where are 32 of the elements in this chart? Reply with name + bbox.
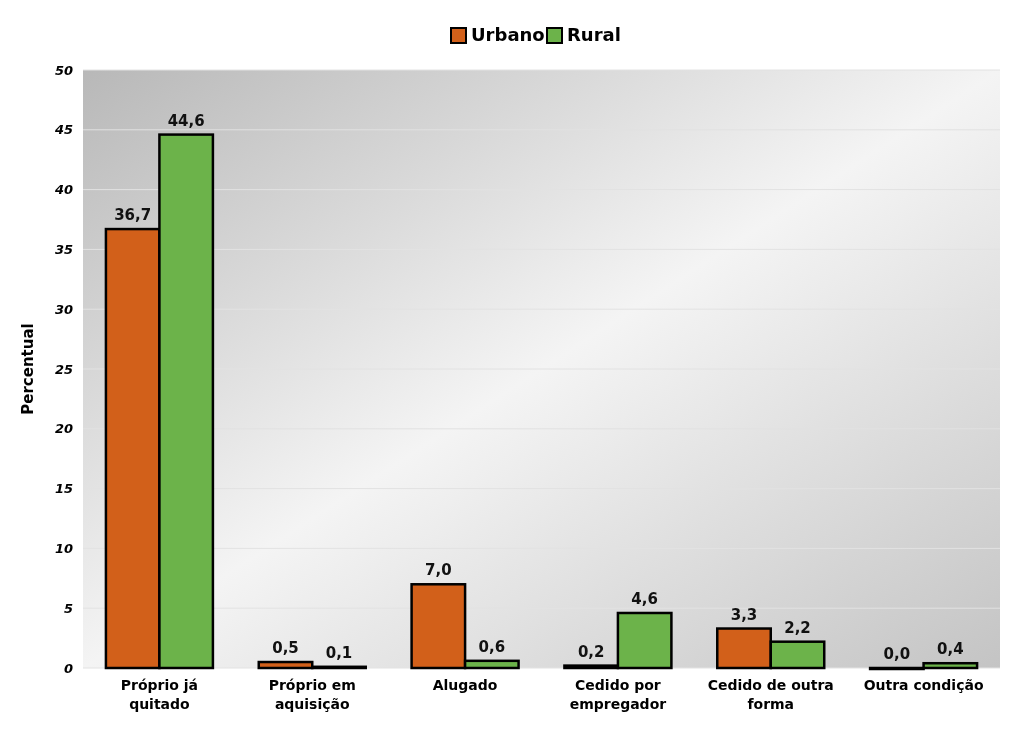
y-tick-label: 45	[53, 122, 73, 138]
x-tick-label: Próprio já quitado	[120, 677, 199, 712]
data-label: 0,0	[883, 645, 911, 663]
y-tick-label: 5	[63, 600, 73, 616]
y-tick-label: 40	[53, 182, 73, 198]
data-label: 0,1	[325, 643, 353, 662]
x-tick-label: Cedido por empregador	[569, 677, 667, 712]
y-axis-title: Percentual	[19, 323, 37, 415]
data-label: 0,2	[577, 642, 605, 661]
data-label: 4,6	[631, 589, 658, 608]
data-label: 0,5	[272, 639, 299, 658]
data-label: 44,6	[167, 111, 205, 130]
y-tick-label: 10	[54, 540, 73, 556]
legend-label: Rural	[567, 24, 621, 45]
data-label: 36,7	[114, 206, 152, 225]
y-tick-label: 35	[54, 241, 73, 257]
y-tick-label: 20	[54, 421, 73, 437]
y-tick-label: 15	[54, 481, 73, 497]
y-tick-label: 50	[54, 62, 73, 78]
x-tick-label: Alugado	[432, 677, 498, 693]
data-label: 3,3	[730, 605, 758, 624]
y-tick-label: 30	[54, 301, 73, 317]
x-tick-label: Próprio em aquisição	[268, 677, 356, 712]
data-label: 2,2	[784, 618, 811, 637]
y-tick-label: 25	[54, 361, 73, 377]
legend-label: Urbano	[471, 24, 545, 45]
y-tick-label: 0	[63, 660, 73, 676]
x-tick-label: Outra condição	[863, 677, 984, 693]
data-label: 7,0	[425, 561, 452, 580]
x-tick-label: Cedido de outra forma	[707, 677, 834, 712]
data-label: 0,4	[937, 640, 964, 659]
data-label: 0,6	[478, 637, 506, 656]
